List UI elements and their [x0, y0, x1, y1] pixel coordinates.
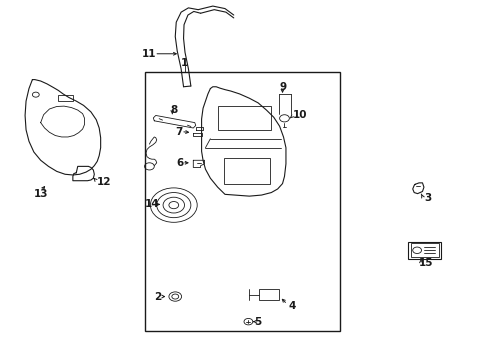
Text: 2: 2 — [154, 292, 161, 302]
Bar — [144, 72, 339, 330]
Bar — [217, 107, 271, 130]
Text: 15: 15 — [418, 258, 433, 268]
Bar — [407, 242, 441, 259]
Text: 1: 1 — [181, 58, 188, 68]
Text: 8: 8 — [170, 105, 177, 115]
Bar — [58, 95, 73, 101]
Text: 5: 5 — [254, 317, 261, 327]
Text: 6: 6 — [176, 158, 183, 168]
Text: 14: 14 — [144, 199, 159, 210]
Text: 3: 3 — [423, 193, 430, 203]
Text: 10: 10 — [293, 111, 307, 121]
Text: 7: 7 — [174, 127, 182, 136]
Text: 11: 11 — [142, 49, 156, 59]
Bar — [410, 243, 438, 257]
Text: 13: 13 — [34, 189, 48, 199]
Text: 9: 9 — [279, 82, 286, 92]
Text: 4: 4 — [288, 301, 295, 311]
Text: 12: 12 — [97, 177, 112, 187]
Bar — [259, 289, 278, 300]
Bar — [224, 158, 270, 184]
